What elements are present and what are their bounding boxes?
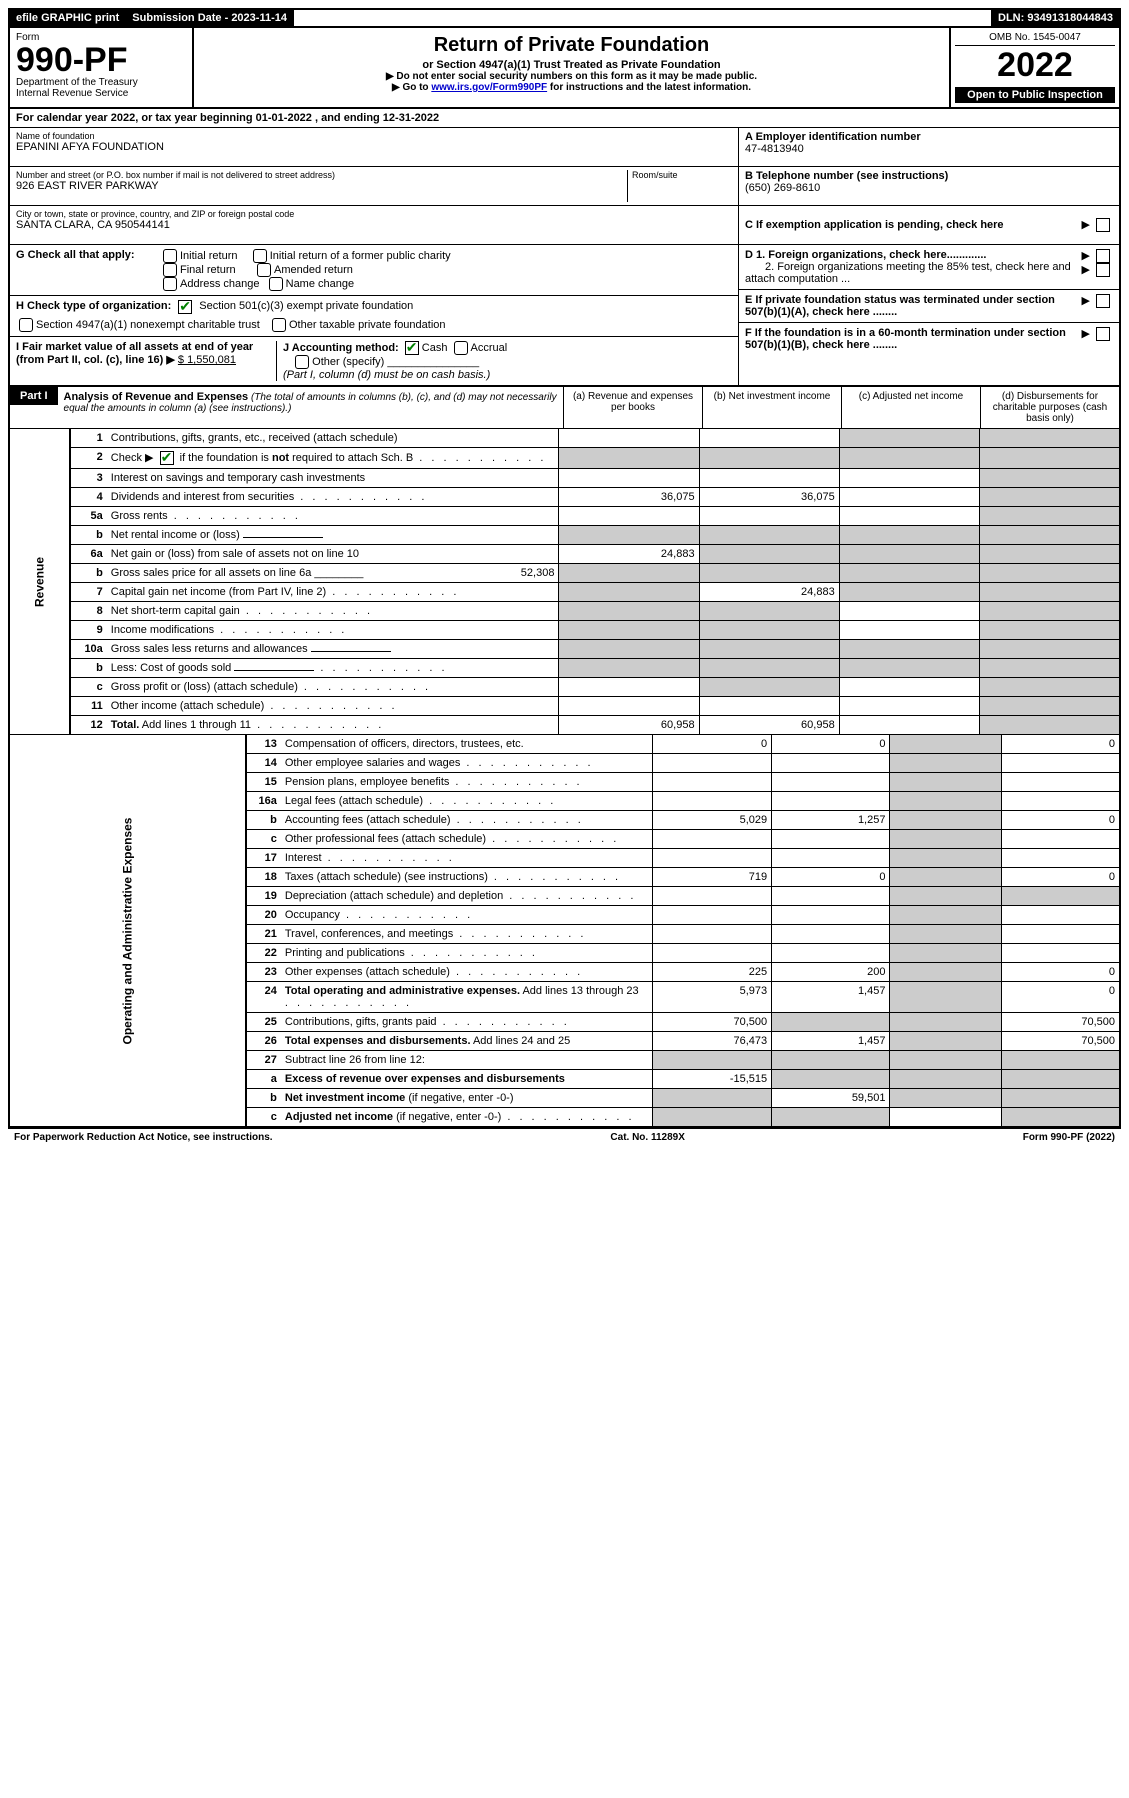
street-address: 926 EAST RIVER PARKWAY <box>16 180 627 192</box>
foundation-name: EPANINI AFYA FOUNDATION <box>16 141 732 153</box>
final-return-cb[interactable] <box>163 263 177 277</box>
col-d-header: (d) Disbursements for charitable purpose… <box>980 387 1119 428</box>
city-state-zip: SANTA CLARA, CA 950544141 <box>16 219 732 231</box>
footer-mid: Cat. No. 11289X <box>610 1132 684 1143</box>
form-link[interactable]: www.irs.gov/Form990PF <box>431 82 547 93</box>
exemption-cell: C If exemption application is pending, c… <box>739 206 1119 244</box>
note-2-post: for instructions and the latest informat… <box>547 82 751 93</box>
note-2-pre: ▶ Go to <box>392 82 431 93</box>
form-subtitle: or Section 4947(a)(1) Trust Treated as P… <box>200 59 943 71</box>
address-change-cb[interactable] <box>163 277 177 291</box>
exemption-checkbox[interactable] <box>1096 218 1110 232</box>
footer-left: For Paperwork Reduction Act Notice, see … <box>14 1132 273 1143</box>
accrual-cb[interactable] <box>454 341 468 355</box>
city-cell: City or town, state or province, country… <box>10 206 738 244</box>
foreign-85-cb[interactable] <box>1096 263 1110 277</box>
table-row: 6aNet gain or (loss) from sale of assets… <box>10 545 1119 564</box>
ein: 47-4813940 <box>745 143 1113 155</box>
section-g: G Check all that apply: Initial return I… <box>10 245 738 296</box>
dept: Department of the Treasury <box>16 77 186 88</box>
part-1-label: Part I <box>10 387 58 405</box>
submission-date: Submission Date - 2023-11-14 <box>126 10 294 26</box>
dln: DLN: 93491318044843 <box>991 10 1119 26</box>
omb-number: OMB No. 1545-0047 <box>955 32 1115 46</box>
section-h: H Check type of organization: Section 50… <box>10 296 738 337</box>
form-number: 990-PF <box>16 43 186 77</box>
form-header: Form 990-PF Department of the Treasury I… <box>8 28 1121 109</box>
irs: Internal Revenue Service <box>16 88 186 99</box>
ein-cell: A Employer identification number 47-4813… <box>739 128 1119 167</box>
table-row: 4Dividends and interest from securities3… <box>10 488 1119 507</box>
open-inspection: Open to Public Inspection <box>955 87 1115 103</box>
fmv-value: $ 1,550,081 <box>178 354 236 366</box>
telephone-cell: B Telephone number (see instructions) (6… <box>739 167 1119 206</box>
table-row: 3Interest on savings and temporary cash … <box>10 469 1119 488</box>
table-row: 2Check ▶ if the foundation is not requir… <box>10 448 1119 469</box>
form-title: Return of Private Foundation <box>200 34 943 57</box>
table-row: 5aGross rents <box>10 507 1119 526</box>
other-taxable-cb[interactable] <box>272 318 286 332</box>
table-row: 8Net short-term capital gain <box>10 602 1119 621</box>
table-row: 10aGross sales less returns and allowanc… <box>10 640 1119 659</box>
table-row: 9Income modifications <box>10 621 1119 640</box>
footer: For Paperwork Reduction Act Notice, see … <box>8 1129 1121 1146</box>
4947-cb[interactable] <box>19 318 33 332</box>
amended-return-cb[interactable] <box>257 263 271 277</box>
revenue-table: Revenue1Contributions, gifts, grants, et… <box>10 429 1119 735</box>
tax-year: 2022 <box>955 46 1115 85</box>
address-cell: Number and street (or P.O. box number if… <box>10 167 738 206</box>
foundation-name-cell: Name of foundation EPANINI AFYA FOUNDATI… <box>10 128 738 167</box>
telephone: (650) 269-8610 <box>745 182 1113 194</box>
other-method-cb[interactable] <box>295 355 309 369</box>
table-row: bGross sales price for all assets on lin… <box>10 564 1119 583</box>
name-change-cb[interactable] <box>269 277 283 291</box>
60month-cb[interactable] <box>1096 327 1110 341</box>
table-row: Operating and Administrative Expenses13C… <box>10 735 1119 754</box>
table-row: 7Capital gain net income (from Part IV, … <box>10 583 1119 602</box>
table-row: bLess: Cost of goods sold <box>10 659 1119 678</box>
col-b-header: (b) Net investment income <box>702 387 841 428</box>
form-body: For calendar year 2022, or tax year begi… <box>8 109 1121 1129</box>
col-a-header: (a) Revenue and expenses per books <box>563 387 702 428</box>
expenses-table: Operating and Administrative Expenses13C… <box>10 735 1119 1127</box>
cash-cb[interactable] <box>405 341 419 355</box>
table-row: 12Total. Add lines 1 through 1160,95860,… <box>10 716 1119 735</box>
foreign-cb[interactable] <box>1096 249 1110 263</box>
initial-return-cb[interactable] <box>163 249 177 263</box>
initial-public-cb[interactable] <box>253 249 267 263</box>
efile-label: efile GRAPHIC print <box>10 10 126 26</box>
section-e: E If private foundation status was termi… <box>739 290 1119 323</box>
note-1: ▶ Do not enter social security numbers o… <box>386 71 757 82</box>
terminated-cb[interactable] <box>1096 294 1110 308</box>
section-d: D 1. Foreign organizations, check here..… <box>739 245 1119 290</box>
col-c-header: (c) Adjusted net income <box>841 387 980 428</box>
501c3-cb[interactable] <box>178 300 192 314</box>
sch-b-cb[interactable] <box>160 451 174 465</box>
table-row: Revenue1Contributions, gifts, grants, et… <box>10 429 1119 448</box>
footer-right: Form 990-PF (2022) <box>1023 1132 1115 1143</box>
section-f: F If the foundation is in a 60-month ter… <box>739 323 1119 355</box>
table-row: cGross profit or (loss) (attach schedule… <box>10 678 1119 697</box>
top-bar: efile GRAPHIC print Submission Date - 20… <box>8 8 1121 28</box>
table-row: bNet rental income or (loss) <box>10 526 1119 545</box>
calendar-year: For calendar year 2022, or tax year begi… <box>10 109 1119 128</box>
table-row: 11Other income (attach schedule) <box>10 697 1119 716</box>
